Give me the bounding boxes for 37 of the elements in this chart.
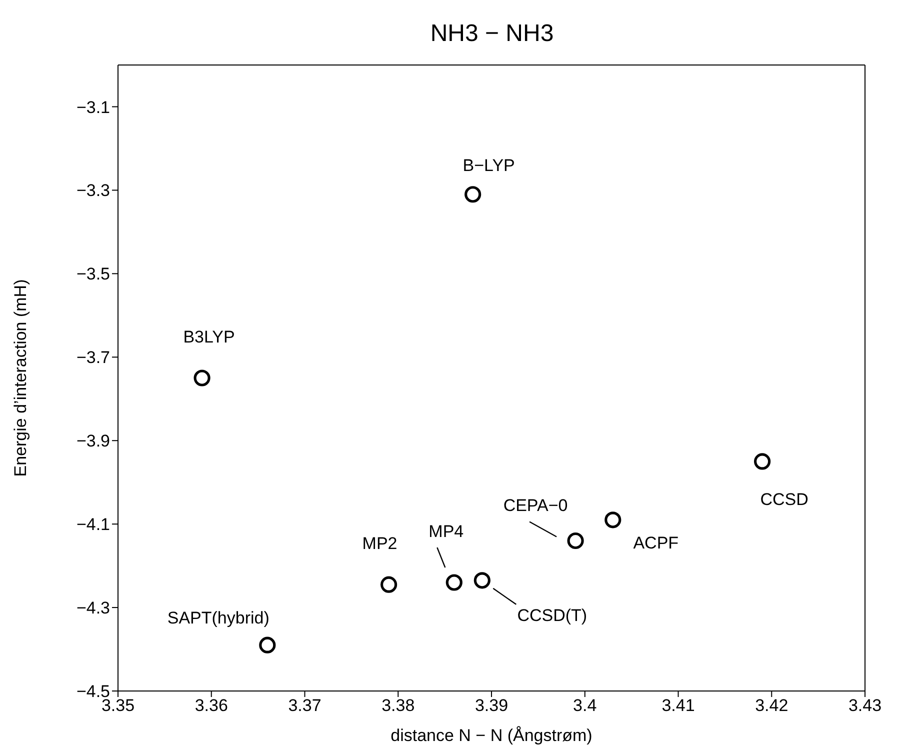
point	[474, 572, 490, 589]
x-tick-label: 3.36	[194, 696, 228, 716]
x-tick-label: 3.37	[288, 696, 322, 716]
x-tick-label: 3.4	[573, 696, 597, 716]
x-tick-label: 3.42	[755, 696, 788, 716]
y-tick-label: −3.9	[76, 432, 110, 451]
point	[446, 574, 462, 591]
y-tick-label: −3.3	[76, 181, 110, 200]
x-tick-label: 3.39	[474, 696, 508, 716]
y-tick-label: −3.1	[76, 98, 110, 117]
point	[380, 576, 398, 593]
annotation: B−LYP	[462, 156, 515, 175]
annotation: CCSD	[760, 490, 808, 509]
annotation: B3LYP	[183, 327, 235, 346]
point	[464, 186, 482, 203]
annotation: MP2	[362, 534, 398, 554]
annotation: ACPF	[633, 533, 679, 552]
point	[194, 370, 210, 386]
x-tick-label: 3.38	[382, 696, 415, 716]
chart-title: NH3 − NH3	[429, 20, 555, 48]
x-tick-label: 3.35	[101, 696, 135, 716]
point	[259, 636, 276, 654]
annotation: MP4	[428, 522, 464, 541]
point	[604, 512, 622, 528]
x-tick-label: 3.43	[848, 696, 882, 716]
point	[567, 532, 584, 550]
y-tick-label: −4.3	[76, 598, 110, 618]
annotation: CCSD(T)	[517, 606, 588, 625]
y-tick-label: −3.7	[76, 348, 110, 368]
x-tick-label: 3.41	[662, 696, 695, 716]
y-tick-label: −4.1	[76, 515, 110, 534]
x-axis-title: distance N − N (Ångstrøm)	[390, 726, 592, 745]
y-tick-label: −3.5	[76, 264, 110, 284]
point	[754, 453, 771, 470]
y-axis-title: Energie d’interaction (mH)	[11, 279, 30, 477]
annotation: CEPA−0	[503, 496, 568, 516]
annotation: SAPT(hybrid)	[167, 608, 270, 628]
